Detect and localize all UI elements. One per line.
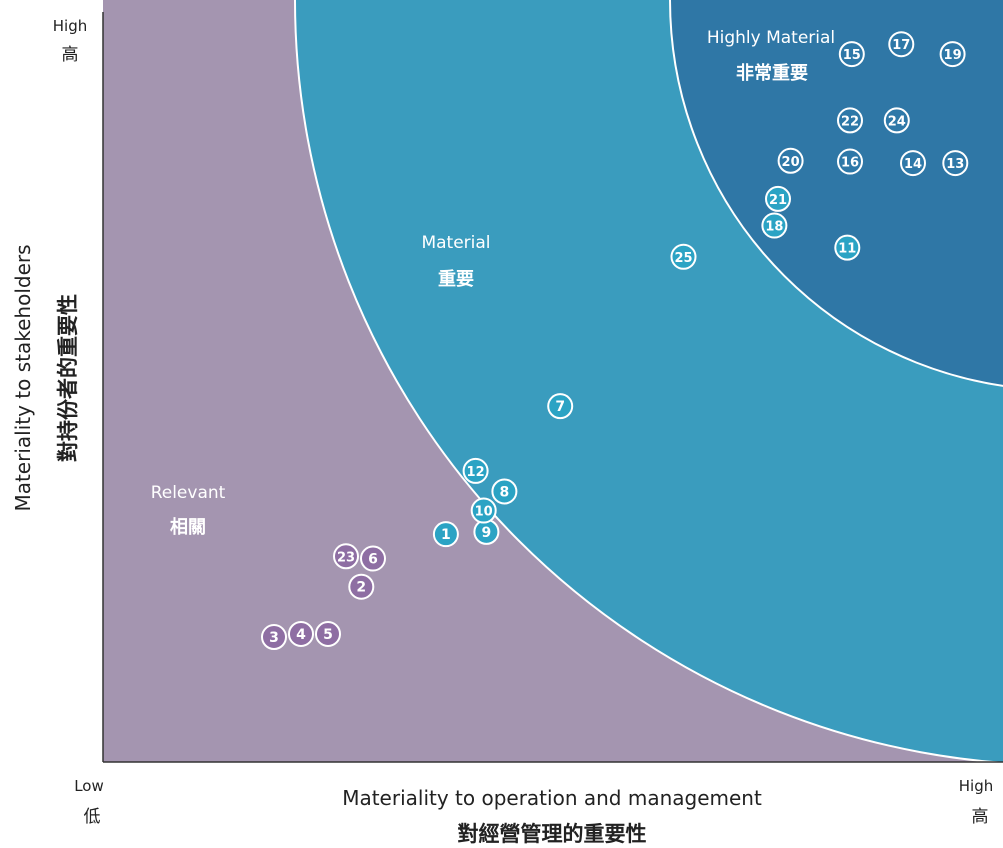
point-13: 13 xyxy=(942,150,969,177)
point-19: 19 xyxy=(939,41,966,68)
x-axis-title-zh: 對經營管理的重要性 xyxy=(458,822,647,846)
material-label-zh: 重要 xyxy=(438,268,474,290)
point-label: 3 xyxy=(269,630,279,646)
point-12: 12 xyxy=(462,457,489,484)
material-label: Material xyxy=(421,233,490,253)
point-marker xyxy=(837,148,863,175)
relevant-label-zh: 相關 xyxy=(170,517,206,538)
point-marker xyxy=(837,107,863,134)
point-10: 10 xyxy=(470,497,497,524)
point-21: 21 xyxy=(765,185,791,212)
point-17: 17 xyxy=(888,31,915,58)
highly-material-zone xyxy=(669,0,1003,387)
point-4: 4 xyxy=(288,620,314,647)
point-label: 1 xyxy=(441,527,451,543)
point-label: 17 xyxy=(892,38,910,53)
point-8: 8 xyxy=(491,478,518,505)
highly-material-label-zh: 非常重要 xyxy=(736,62,808,84)
point-label: 9 xyxy=(482,525,492,541)
point-marker xyxy=(491,478,518,505)
point-9: 9 xyxy=(473,518,500,545)
point-22: 22 xyxy=(837,107,863,134)
y-axis-title: Materiality to stakeholders xyxy=(11,244,35,511)
point-marker xyxy=(315,620,341,647)
point-marker xyxy=(777,147,804,174)
x-axis-high-label: High xyxy=(959,777,993,795)
point-label: 23 xyxy=(337,550,355,565)
point-7: 7 xyxy=(547,393,574,420)
point-5: 5 xyxy=(315,620,341,647)
point-label: 21 xyxy=(769,193,787,208)
point-marker xyxy=(883,107,910,134)
point-label: 16 xyxy=(841,156,859,171)
point-16: 16 xyxy=(837,148,863,175)
point-label: 4 xyxy=(296,627,306,643)
point-marker xyxy=(288,620,314,647)
highly-material-label: Highly Material xyxy=(707,28,835,48)
plot-area xyxy=(103,0,1003,762)
point-marker xyxy=(670,243,697,270)
x-axis-low-label: Low xyxy=(74,777,104,795)
relevant-label: Relevant xyxy=(151,483,226,503)
x-axis-title: Materiality to operation and management xyxy=(342,786,762,810)
point-marker xyxy=(261,624,287,651)
point-marker xyxy=(761,212,788,239)
point-marker xyxy=(900,150,926,177)
point-6: 6 xyxy=(360,545,386,572)
point-3: 3 xyxy=(261,624,287,651)
point-label: 25 xyxy=(674,251,692,266)
point-marker xyxy=(348,573,375,600)
y-axis-title-zh: 對持份者的重要性 xyxy=(56,294,80,462)
point-marker xyxy=(834,234,861,261)
point-24: 24 xyxy=(883,107,910,134)
point-label: 2 xyxy=(356,580,366,596)
y-axis-high-label: High xyxy=(53,17,87,35)
point-18: 18 xyxy=(761,212,788,239)
point-marker xyxy=(939,41,966,68)
point-marker xyxy=(942,150,969,177)
point-label: 22 xyxy=(841,114,859,129)
point-marker xyxy=(333,543,359,570)
point-marker xyxy=(838,41,865,68)
y-axis-high-label-zh: 高 xyxy=(62,45,79,65)
point-marker xyxy=(432,521,459,548)
point-label: 20 xyxy=(782,155,800,170)
point-label: 18 xyxy=(765,220,783,235)
point-label: 15 xyxy=(843,48,861,63)
point-label: 12 xyxy=(467,465,485,480)
point-label: 13 xyxy=(946,157,964,172)
point-marker xyxy=(462,457,489,484)
point-2: 2 xyxy=(348,573,375,600)
point-25: 25 xyxy=(670,243,697,270)
point-label: 14 xyxy=(904,157,922,172)
point-marker xyxy=(765,185,791,212)
x-axis-high-label-zh: 高 xyxy=(972,807,989,827)
point-label: 11 xyxy=(838,242,856,257)
point-label: 19 xyxy=(944,48,962,63)
point-20: 20 xyxy=(777,147,804,174)
point-14: 14 xyxy=(900,150,926,177)
point-label: 5 xyxy=(323,627,333,643)
point-marker xyxy=(360,545,386,572)
point-label: 10 xyxy=(475,505,493,520)
point-marker xyxy=(470,497,497,524)
point-label: 7 xyxy=(555,399,565,415)
points-layer: 123 4 567891011121314151617181920212223242… xyxy=(261,31,969,651)
x-axis-low-label-zh: 低 xyxy=(84,807,101,827)
point-marker xyxy=(547,393,574,420)
point-label: 8 xyxy=(500,484,510,500)
point-marker xyxy=(888,31,915,58)
point-label: 6 xyxy=(368,552,378,568)
point-11: 11 xyxy=(834,234,861,261)
point-23: 23 xyxy=(333,543,359,570)
point-label: 24 xyxy=(888,114,906,129)
point-15: 15 xyxy=(838,41,865,68)
point-1: 1 xyxy=(432,521,459,548)
